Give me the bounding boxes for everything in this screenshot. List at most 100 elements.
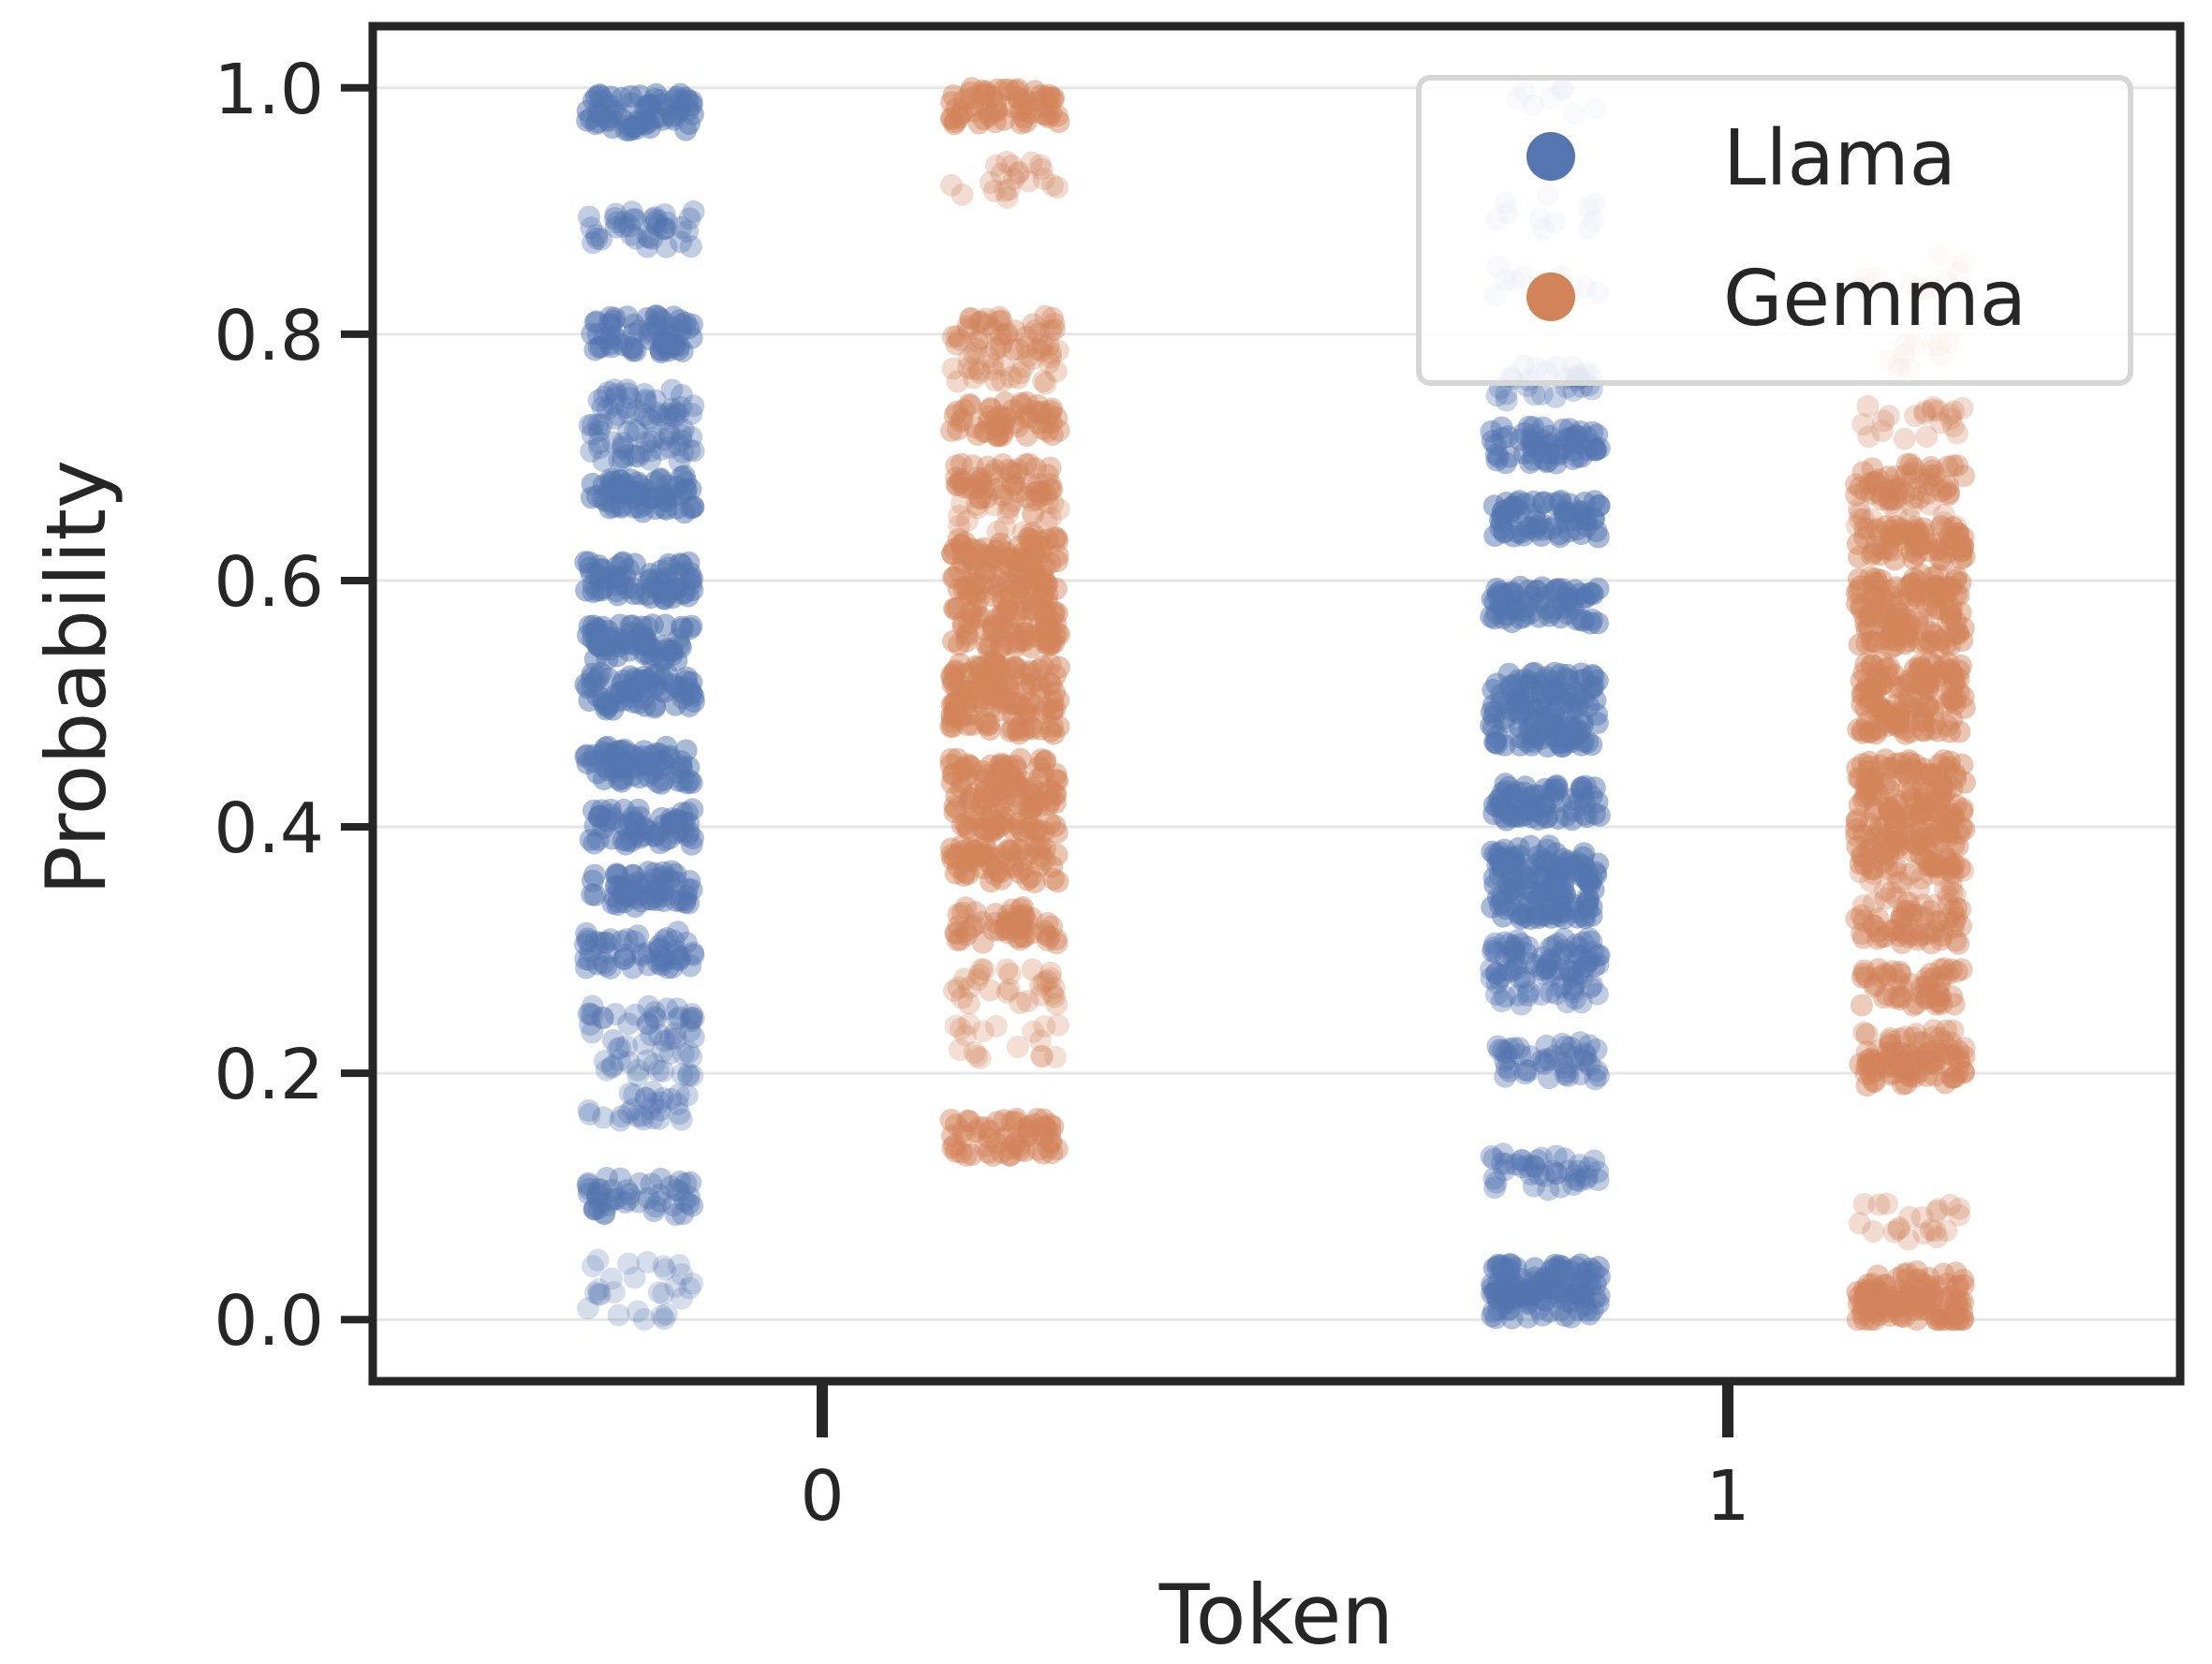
data-point-gemma xyxy=(981,545,1005,567)
data-point-gemma xyxy=(1889,963,1912,986)
data-point-gemma xyxy=(994,552,1017,575)
data-point-llama xyxy=(648,404,671,427)
data-point-gemma xyxy=(992,754,1014,777)
data-point-gemma xyxy=(1942,400,1966,423)
data-point-gemma xyxy=(1855,769,1879,792)
data-point-gemma xyxy=(972,695,995,718)
data-point-gemma xyxy=(1882,1039,1906,1063)
data-point-llama xyxy=(1525,954,1548,977)
data-point-gemma xyxy=(1932,503,1955,526)
data-point-llama xyxy=(582,1255,604,1278)
x-axis-title: Token xyxy=(1158,1567,1394,1663)
data-point-llama xyxy=(1532,448,1556,470)
data-point-gemma xyxy=(1894,722,1917,745)
data-point-llama xyxy=(624,445,647,468)
data-point-gemma xyxy=(978,1127,1001,1150)
data-point-gemma xyxy=(947,903,970,926)
data-point-gemma xyxy=(1939,634,1962,657)
data-point-gemma xyxy=(1010,612,1034,636)
data-point-gemma xyxy=(1851,413,1875,436)
data-point-llama xyxy=(682,827,704,850)
data-point-llama xyxy=(1494,1065,1517,1088)
data-point-gemma xyxy=(997,78,1021,101)
data-point-llama xyxy=(1538,1049,1561,1071)
data-point-gemma xyxy=(1922,920,1945,942)
data-point-gemma xyxy=(1033,605,1056,628)
data-point-gemma xyxy=(944,921,967,945)
data-point-llama xyxy=(618,443,641,466)
data-point-gemma xyxy=(1040,632,1063,655)
data-point-gemma xyxy=(1002,771,1025,794)
data-point-llama xyxy=(1495,808,1518,832)
data-point-gemma xyxy=(959,703,982,726)
data-point-gemma xyxy=(951,552,975,575)
data-point-gemma xyxy=(1884,618,1908,641)
data-point-gemma xyxy=(1897,862,1921,886)
data-point-llama xyxy=(592,768,615,790)
data-point-gemma xyxy=(991,453,1014,476)
data-point-gemma xyxy=(1854,1281,1877,1304)
data-point-gemma xyxy=(976,840,999,863)
data-point-gemma xyxy=(1880,768,1903,791)
data-point-gemma xyxy=(1879,519,1902,542)
data-point-gemma xyxy=(980,808,1003,832)
data-point-gemma xyxy=(1890,1041,1913,1065)
data-point-gemma xyxy=(939,420,963,443)
data-point-gemma xyxy=(986,860,1010,882)
data-point-llama xyxy=(665,889,687,912)
data-point-gemma xyxy=(986,671,1009,695)
data-point-llama xyxy=(607,863,629,887)
data-point-gemma xyxy=(1013,672,1037,696)
data-point-llama xyxy=(649,339,672,362)
data-point-llama xyxy=(627,798,650,821)
data-point-gemma xyxy=(968,487,992,510)
data-point-gemma xyxy=(943,537,966,561)
data-point-llama xyxy=(678,438,701,462)
data-point-llama xyxy=(1517,980,1541,1004)
data-point-llama xyxy=(1560,808,1584,832)
data-point-gemma xyxy=(1865,1301,1888,1324)
data-point-gemma xyxy=(997,631,1021,655)
data-point-llama xyxy=(613,943,637,966)
data-point-gemma xyxy=(1951,539,1974,563)
data-point-llama xyxy=(1552,596,1575,620)
data-point-gemma xyxy=(1887,871,1910,894)
data-point-gemma xyxy=(1009,747,1032,771)
data-point-gemma xyxy=(1915,593,1939,616)
data-point-llama xyxy=(636,583,659,606)
data-point-llama xyxy=(1529,1050,1553,1073)
data-point-gemma xyxy=(1884,576,1908,599)
data-point-llama xyxy=(1547,957,1571,980)
data-point-gemma xyxy=(1885,502,1909,525)
data-point-gemma xyxy=(1944,621,1968,644)
data-point-llama xyxy=(1508,1037,1530,1060)
data-point-gemma xyxy=(1021,717,1044,740)
data-point-gemma xyxy=(984,1131,1008,1155)
data-point-gemma xyxy=(981,352,1005,376)
data-point-llama xyxy=(677,1192,700,1215)
data-point-llama xyxy=(606,1186,629,1210)
data-point-gemma xyxy=(1910,983,1933,1007)
data-point-gemma xyxy=(1021,958,1044,981)
data-point-gemma xyxy=(994,918,1017,941)
data-point-gemma xyxy=(979,684,1002,707)
data-point-llama xyxy=(1521,448,1544,471)
data-point-llama xyxy=(680,402,703,425)
data-point-llama xyxy=(1509,1043,1532,1067)
data-point-gemma xyxy=(1908,631,1931,655)
data-point-llama xyxy=(631,745,655,769)
data-point-gemma xyxy=(1889,907,1912,931)
data-point-llama xyxy=(674,931,698,954)
data-point-gemma xyxy=(1883,1048,1907,1071)
data-point-gemma xyxy=(1923,893,1946,917)
data-point-gemma xyxy=(1869,605,1893,628)
data-point-gemma xyxy=(1874,588,1897,611)
data-point-llama xyxy=(626,420,649,444)
data-point-gemma xyxy=(942,692,966,715)
data-point-llama xyxy=(1512,1156,1534,1179)
data-point-llama xyxy=(654,407,677,431)
data-point-llama xyxy=(1535,1034,1558,1057)
data-point-llama xyxy=(1585,438,1608,462)
data-point-llama xyxy=(656,211,679,234)
data-point-llama xyxy=(650,1304,673,1328)
